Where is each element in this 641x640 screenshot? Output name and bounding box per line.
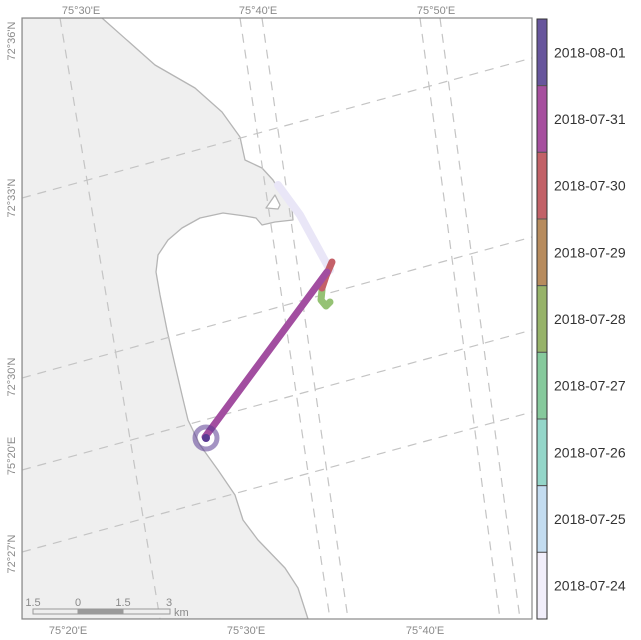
legend-frame [536,18,548,620]
scale-bar-segment [77,608,124,615]
river-inlet [265,194,281,210]
scale-bar-segment [32,608,79,615]
parallel-line [22,329,532,471]
parallel-line [22,411,532,553]
legend-color-swatch [536,351,548,420]
end-position-dot [202,434,210,442]
longitude-label-top: 75°50'E [417,5,455,17]
scale-tick-label: 1.5 [115,597,130,609]
scale-bar-segment [122,608,171,615]
legend-color-swatch [536,85,548,153]
scale-tick-label: 0 [75,597,81,609]
scale-unit-label: km [174,607,189,619]
graticule [22,18,532,619]
longitude-label-bottom: 75°30'E [227,625,265,637]
latitude-label-left: 72°33'N [6,178,18,217]
latitude-label-left: 72°30'N [6,357,18,396]
meridian-line [261,18,349,619]
legend-date-label: 2018-07-31 [554,111,626,127]
legend-color-swatch [536,285,548,353]
track [192,181,336,452]
legend-date-label: 2018-07-25 [554,511,626,527]
scale-tick-label: 3 [166,597,172,609]
legend-color-swatch [536,551,548,620]
legend-color-swatch [536,218,548,287]
graticule-labels: 75°30'E 75°40'E 75°50'E 75°20'E 75°30'E … [6,5,455,637]
longitude-label-left: 75°20'E [6,437,18,475]
longitude-label-bottom: 75°20'E [49,625,87,637]
scale-tick-label: 1.5 [25,597,40,609]
meridian-line [439,18,521,619]
meridian-line [419,18,501,619]
legend-date-label: 2018-07-24 [554,578,626,594]
scale-bar: 1.5 0 1.5 3 km [25,597,188,619]
latitude-label-left: 72°27'N [6,534,18,573]
longitude-label-bottom: 75°40'E [406,625,444,637]
meridian-line [59,18,161,619]
legend-color-swatch [536,151,548,220]
legend-date-label: 2018-07-29 [554,244,626,260]
longitude-label-top: 75°40'E [239,5,277,17]
map-panel[interactable]: 1.5 0 1.5 3 km [22,18,532,619]
track-segment-2018-07-24 [274,181,334,274]
meridian-line [239,18,331,619]
end-position-marker [192,424,220,452]
legend-color-swatch [536,485,548,553]
legend-date-label: 2018-07-30 [554,178,626,194]
track-segment-2018-07-28 [317,286,334,310]
map-frame [21,17,533,620]
legend-color-swatch [536,418,548,487]
legend-date-label: 2018-07-27 [554,378,626,394]
parallel-line [22,57,532,199]
legend-date-label: 2018-07-26 [554,444,626,460]
legend-color-swatch [536,18,548,87]
longitude-label-top: 75°30'E [62,5,100,17]
legend-date-label: 2018-08-01 [554,44,626,60]
legend-date-label: 2018-07-28 [554,311,626,327]
land-polygon [22,18,309,619]
track-segment-2018-07-31 [201,268,331,441]
parallel-line [22,236,532,379]
date-legend: 2018-08-01 2018-07-31 2018-07-30 2018-07-29… [536,18,626,620]
latitude-label-left: 72°36'N [6,21,18,60]
